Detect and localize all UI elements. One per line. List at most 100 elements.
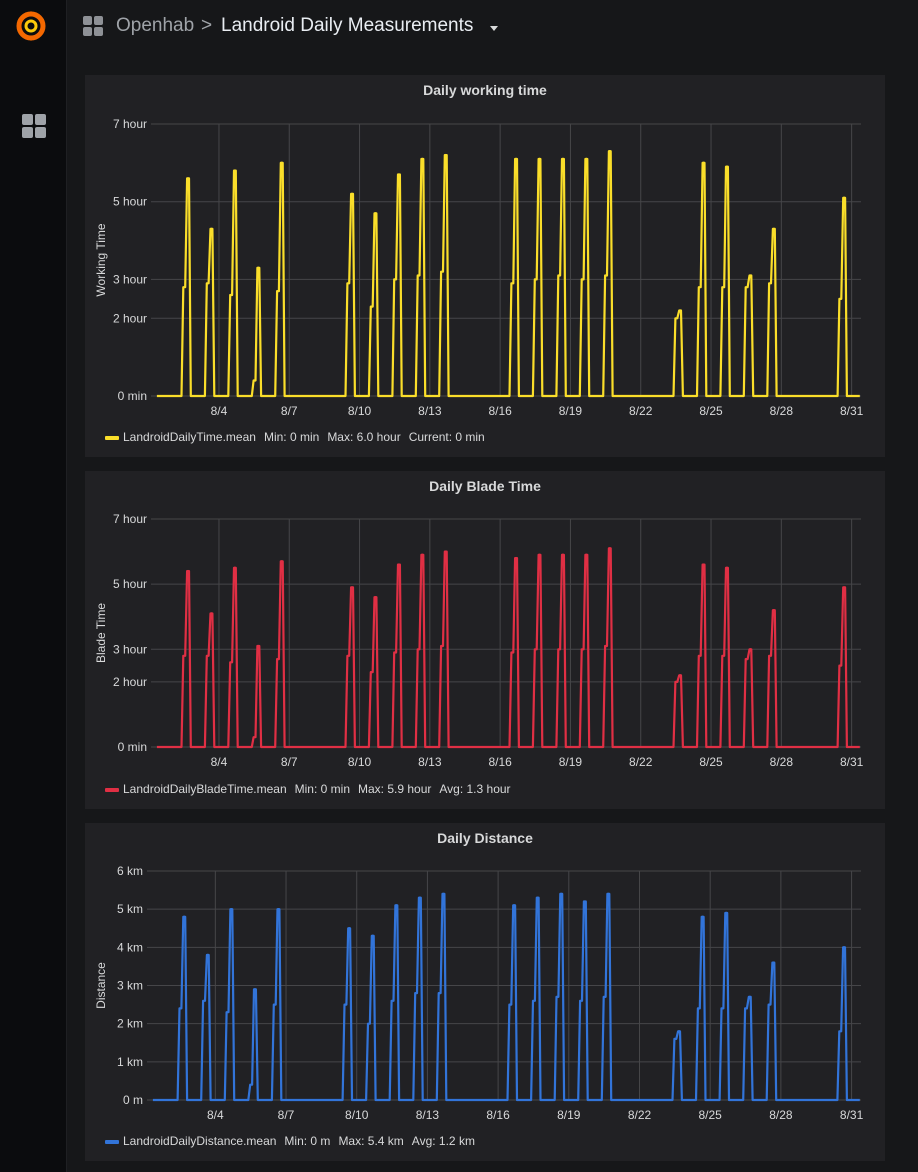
panel-title[interactable]: Daily Blade Time (429, 478, 541, 494)
x-tick-label: 8/22 (628, 1108, 652, 1122)
data-point-peak (280, 161, 283, 165)
data-point-peak (536, 896, 539, 899)
data-point-peak (253, 988, 257, 991)
x-tick-label: 8/22 (629, 404, 653, 418)
legend-stat-max: Max: 6.0 hour (327, 430, 401, 444)
data-point-peak (701, 915, 704, 918)
x-tick-label: 8/31 (840, 755, 864, 769)
x-tick-label: 8/4 (211, 755, 228, 769)
legend-series-name[interactable]: LandroidDailyDistance.mean (123, 1134, 277, 1148)
x-tick-label: 8/16 (488, 755, 512, 769)
grafana-logo-icon[interactable] (13, 8, 49, 44)
panel-title[interactable]: Daily Distance (437, 830, 533, 846)
data-point-peak (233, 566, 237, 570)
data-point-peak (186, 177, 190, 180)
y-tick-label: 1 km (117, 1055, 143, 1069)
data-point-peak (350, 192, 354, 196)
data-point-peak (233, 169, 237, 172)
breadcrumb-folder[interactable]: Openhab (116, 15, 195, 36)
x-tick-label: 8/25 (699, 1108, 723, 1122)
y-axis-label: Blade Time (94, 603, 108, 663)
legend-swatch (105, 787, 119, 792)
y-tick-label: 7 hour (113, 512, 147, 526)
data-point-peak (607, 892, 610, 896)
data-point-peak (583, 900, 587, 903)
y-axis-label: Distance (94, 962, 108, 1009)
y-tick-label: 0 min (118, 389, 147, 403)
x-tick-label: 8/13 (418, 404, 442, 418)
data-point-peak (512, 904, 516, 907)
x-tick-label: 8/10 (348, 755, 372, 769)
y-tick-label: 3 hour (113, 642, 147, 656)
y-tick-label: 0 m (123, 1093, 143, 1107)
data-point-peak (186, 569, 190, 573)
data-point-peak (702, 161, 705, 165)
legend-stat-current: Current: 0 min (408, 430, 485, 444)
x-tick-label: 8/7 (281, 404, 298, 418)
panel-title[interactable]: Daily working time (423, 82, 547, 98)
y-tick-label: 5 km (117, 902, 143, 916)
legend-stat-min: Min: 0 m (284, 1134, 331, 1148)
data-point-peak (395, 904, 398, 907)
legend-stat-avg: Avg: 1.2 km (411, 1134, 475, 1148)
y-tick-label: 2 hour (113, 675, 147, 689)
data-point-peak (514, 556, 518, 560)
y-tick-label: 4 km (117, 940, 143, 954)
data-point-peak (397, 563, 401, 566)
sidebar (0, 0, 67, 1172)
data-point-peak (678, 674, 682, 677)
dashboard-title[interactable]: Landroid Daily Measurements (221, 15, 474, 36)
distance-chart: 0 m 1 km 2 km 3 km 4 km 5 km 6 km 8/4 8/7 8/10 8/1… (94, 864, 864, 1122)
working-time-chart: 0 min 2 hour 3 hour 5 hour 7 hour 8/4 8/7 8/10 8… (94, 117, 864, 418)
panel-daily-distance: Daily Distance 0 m 1 km 2 km 3 km 4 km 5 km 6 … (85, 823, 885, 1161)
data-point-peak (842, 586, 846, 589)
data-point-peak (725, 165, 729, 168)
data-point-peak (560, 892, 563, 896)
x-tick-label: 8/4 (207, 1108, 224, 1122)
data-point-peak (210, 227, 213, 231)
data-point-peak (206, 953, 209, 957)
data-point-peak (749, 648, 752, 651)
data-point-peak (257, 644, 260, 648)
x-tick-label: 8/22 (629, 755, 653, 769)
x-tick-label: 8/16 (488, 404, 512, 418)
data-point-peak (418, 896, 422, 899)
data-point-peak (677, 1030, 681, 1033)
x-tick-label: 8/19 (557, 1108, 581, 1122)
x-tick-label: 8/28 (770, 755, 794, 769)
panel-daily-blade-time: Daily Blade Time 0 min 2 hour 3 hour 5 hour… (85, 471, 885, 809)
dashboards-grid-icon[interactable] (21, 113, 47, 139)
data-point-peak (350, 586, 354, 589)
data-point-peak (280, 560, 283, 563)
x-tick-label: 8/10 (345, 1108, 369, 1122)
data-point-peak (561, 157, 565, 161)
chart-legend: LandroidDailyDistance.mean Min: 0 m Max: 5… (105, 1134, 475, 1148)
x-tick-label: 8/25 (699, 755, 723, 769)
data-point-peak (608, 150, 612, 153)
data-point-peak (772, 227, 776, 231)
legend-series-name[interactable]: LandroidDailyTime.mean (123, 430, 256, 444)
data-point-peak (183, 915, 186, 918)
y-tick-label: 2 km (117, 1017, 143, 1031)
data-point-peak (257, 266, 260, 269)
data-point-peak (538, 157, 541, 161)
y-tick-label: 7 hour (113, 117, 147, 131)
data-point-peak (561, 553, 565, 557)
x-tick-label: 8/28 (769, 1108, 793, 1122)
legend-swatch (105, 1139, 119, 1144)
data-point-peak (210, 612, 213, 615)
data-point-peak (444, 153, 447, 157)
caret-down-icon[interactable] (490, 26, 498, 31)
legend-series-name[interactable]: LandroidDailyBladeTime.mean (123, 782, 287, 796)
data-point-peak (772, 961, 775, 964)
y-axis-label: Working Time (94, 223, 108, 296)
data-point-peak (374, 212, 377, 215)
data-point-peak (421, 157, 424, 161)
data-point-peak (608, 547, 612, 550)
legend-stat-min: Min: 0 min (263, 430, 320, 444)
panel-daily-working-time: Daily working time 0 min 2 hour 3 hour 5 ho… (85, 75, 885, 457)
data-point-peak (347, 927, 351, 930)
data-point-peak (442, 892, 445, 896)
x-tick-label: 8/19 (559, 755, 583, 769)
y-tick-label: 5 hour (113, 195, 147, 209)
